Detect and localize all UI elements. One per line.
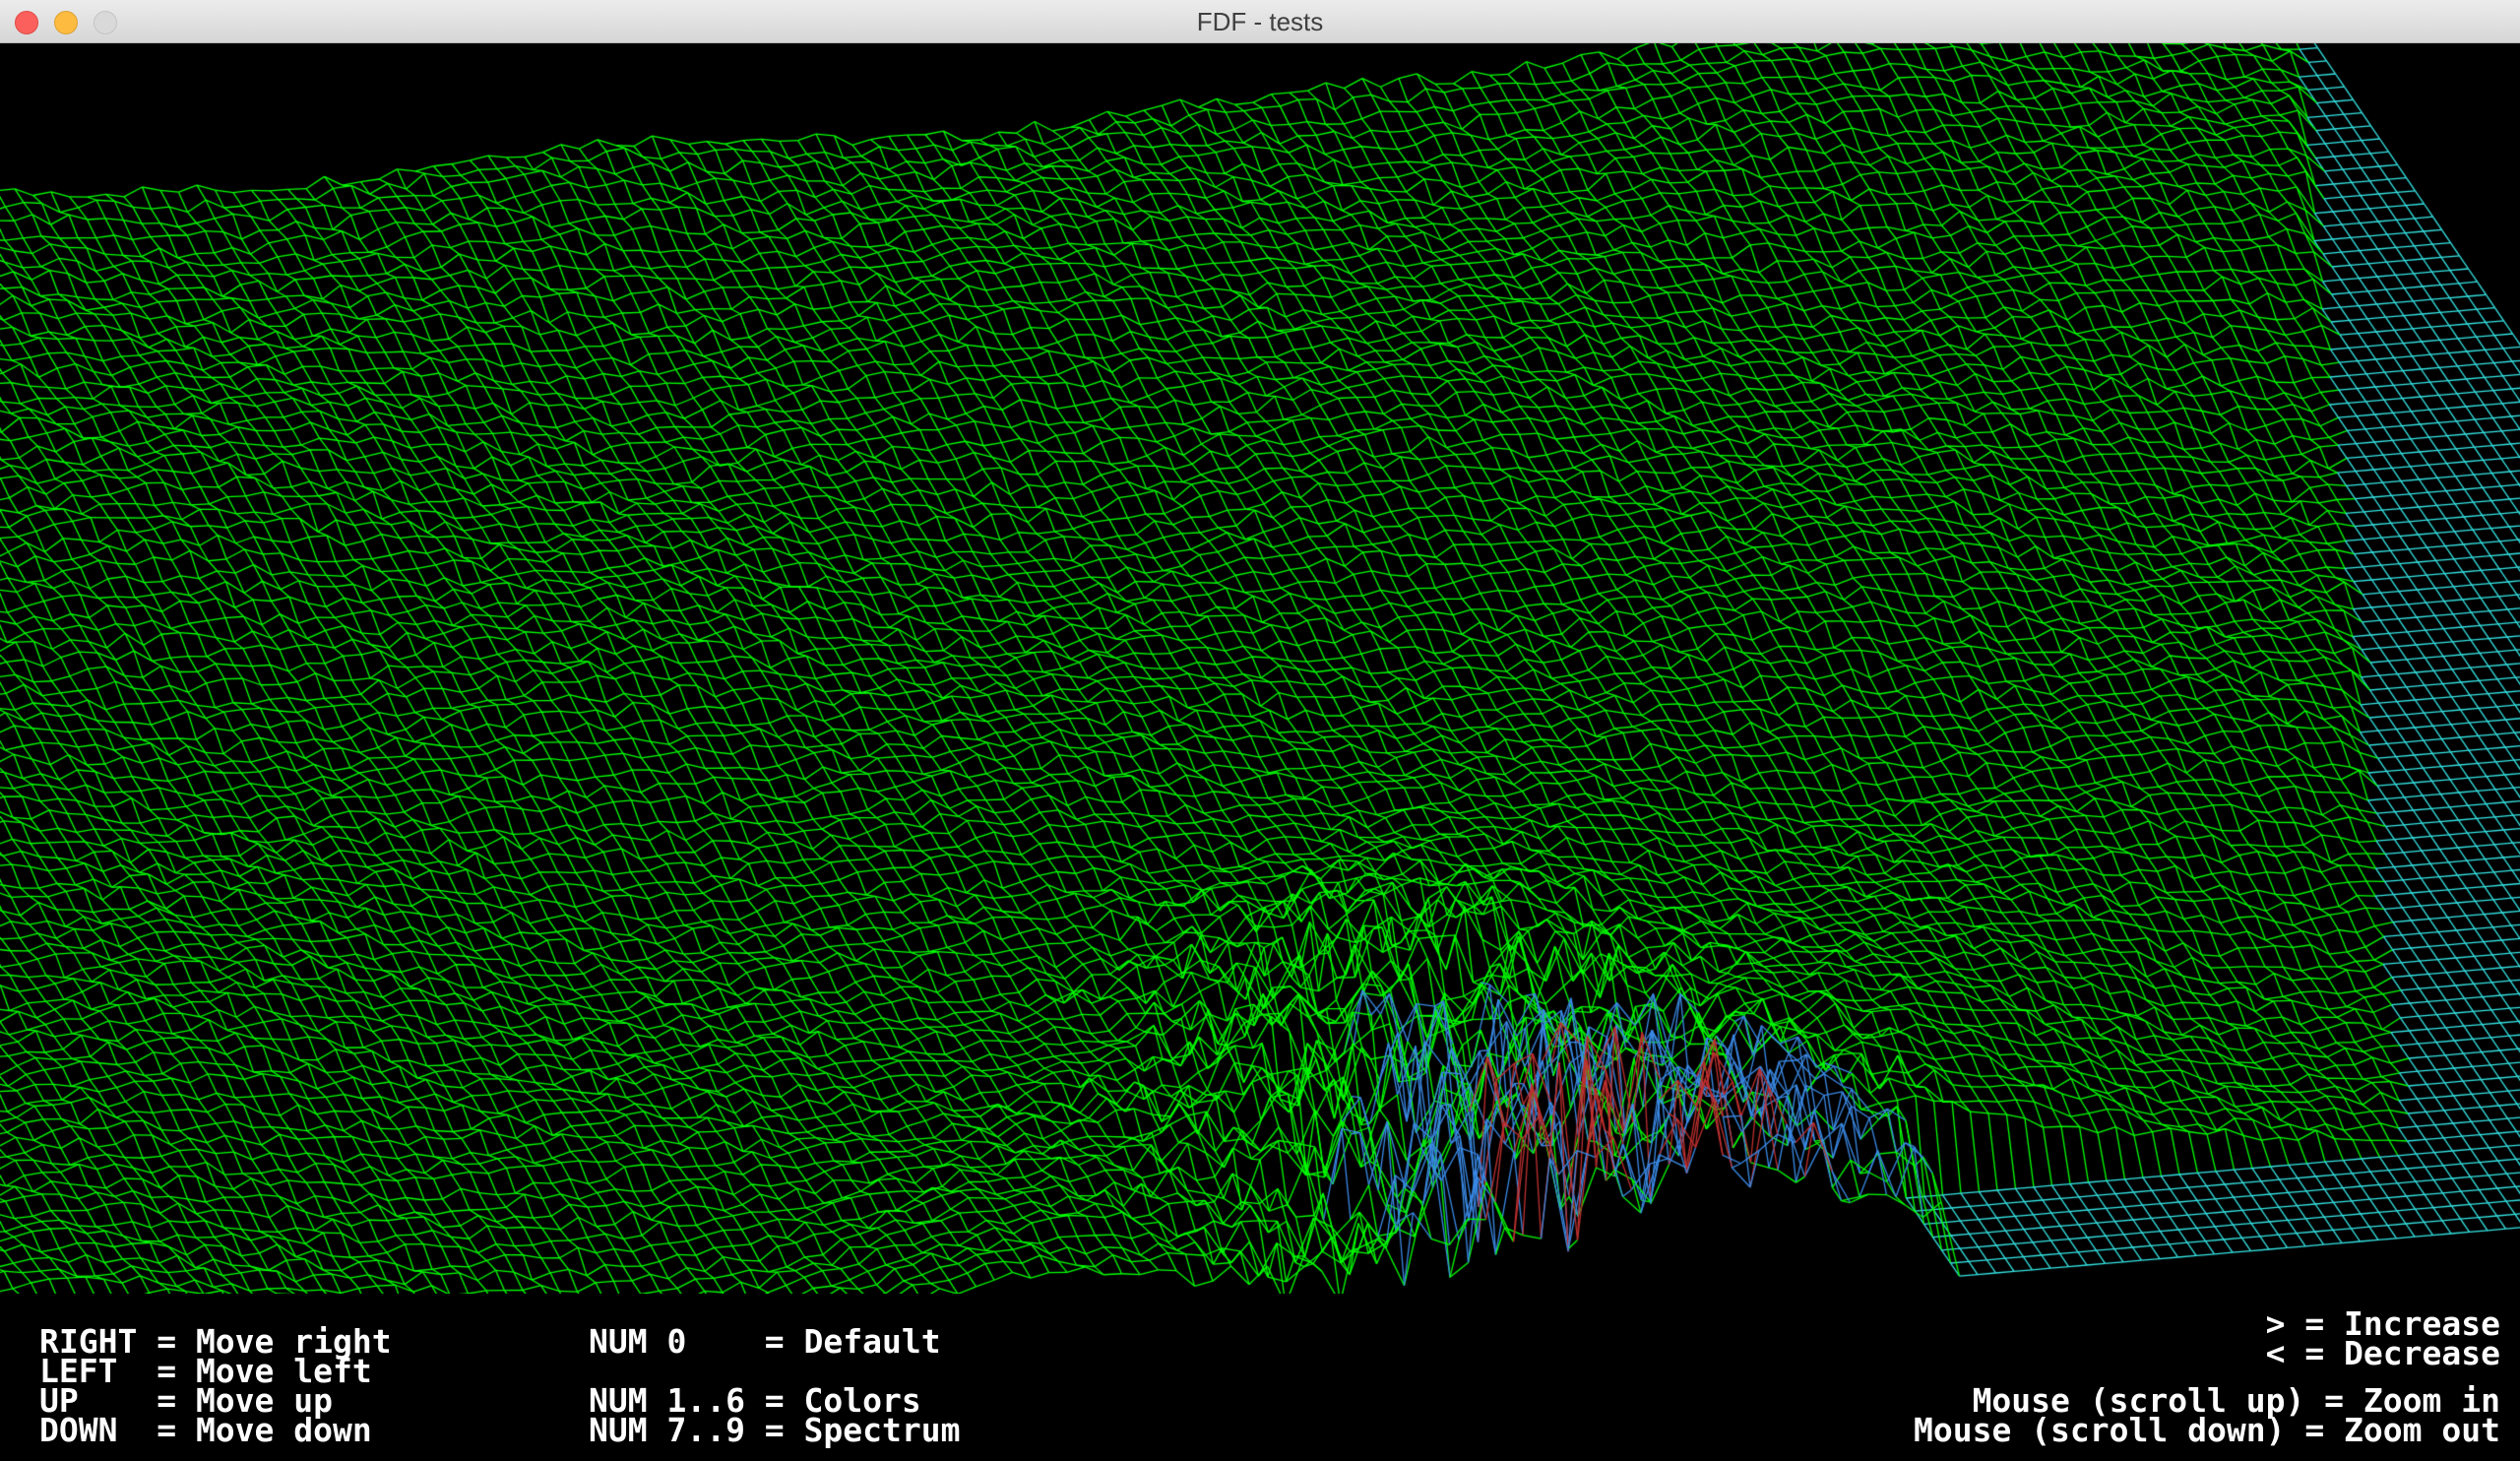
help-zoom-out: Mouse (scroll down) = Zoom out [1913, 1411, 2500, 1449]
help-zoom-in: Mouse (scroll up) = Zoom in [1972, 1381, 2500, 1420]
wireframe-map-canvas[interactable] [0, 43, 2520, 1294]
title-bar[interactable]: FDF - tests [0, 0, 2520, 43]
help-spectrum: NUM 7..9 = Spectrum [589, 1411, 961, 1449]
window-title: FDF - tests [1196, 7, 1324, 36]
help-default: NUM 0 = Default [589, 1322, 941, 1361]
help-increase: > = Increase [2265, 1304, 2500, 1343]
controls-help-panel: RIGHT = Move right LEFT = Move left UP =… [0, 1294, 2520, 1461]
help-move-up: UP = Move up [39, 1381, 334, 1420]
help-move-left: LEFT = Move left [39, 1352, 372, 1390]
minimize-window-button[interactable] [54, 11, 78, 34]
help-move-down: DOWN = Move down [39, 1411, 372, 1449]
zoom-window-button[interactable] [94, 11, 117, 34]
help-colors: NUM 1..6 = Colors [589, 1381, 921, 1420]
help-move-right: RIGHT = Move right [39, 1322, 392, 1361]
close-window-button[interactable] [15, 11, 38, 34]
wireframe-viewport[interactable] [0, 43, 2520, 1294]
help-decrease: < = Decrease [2265, 1334, 2500, 1372]
